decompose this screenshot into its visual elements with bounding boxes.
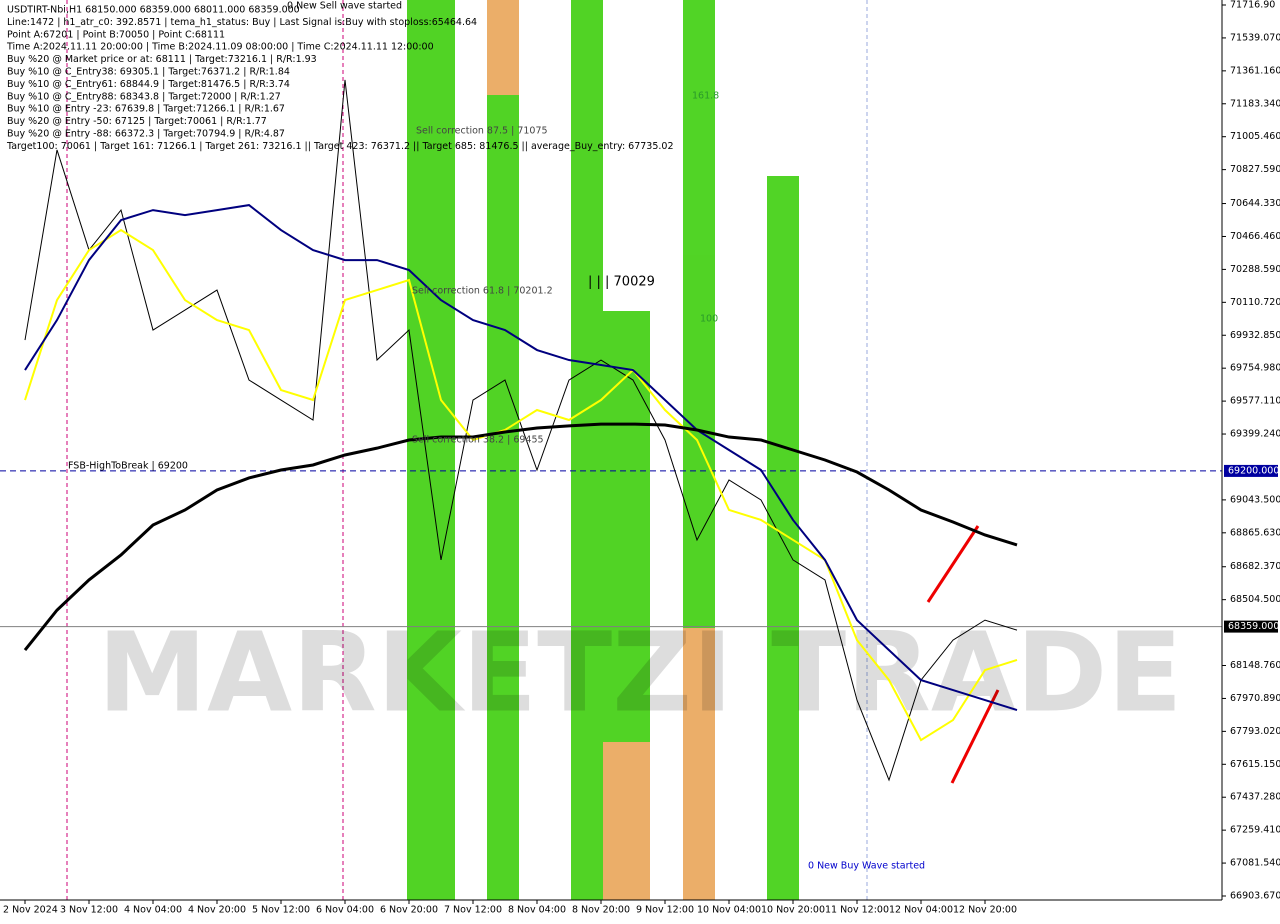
watermark: MARKETZI TRADE <box>97 608 1182 736</box>
y-tick-label: 70644.330 <box>1230 198 1280 209</box>
header-line: Buy %20 @ Market price or at: 68111 | Ta… <box>7 54 317 65</box>
y-tick-label: 70466.460 <box>1230 231 1280 242</box>
x-tick-label: 12 Nov 04:00 <box>889 905 953 916</box>
y-tick-label: 70110.720 <box>1230 297 1280 308</box>
x-tick-label: 11 Nov 12:00 <box>825 905 889 916</box>
x-tick-label: 7 Nov 12:00 <box>444 905 502 916</box>
x-tick-label: 8 Nov 04:00 <box>508 905 566 916</box>
green-zone <box>571 0 603 900</box>
price-series <box>24 79 1018 782</box>
price-tag-label: 68359.000 <box>1228 621 1279 632</box>
green-zone <box>767 176 799 900</box>
y-tick-label: 69577.110 <box>1230 396 1280 407</box>
x-tick-label: 9 Nov 12:00 <box>636 905 694 916</box>
x-tick-label: 3 Nov 12:00 <box>60 905 118 916</box>
y-tick-label: 70288.590 <box>1230 264 1280 275</box>
y-tick-label: 67970.890 <box>1230 693 1280 704</box>
y-tick-label: 71183.340 <box>1230 98 1280 109</box>
x-tick-label: 6 Nov 20:00 <box>380 905 438 916</box>
price-axis-area <box>1222 0 1280 920</box>
header-line: Buy %10 @ C_Entry61: 68844.9 | Target:81… <box>7 79 290 90</box>
y-tick-label: 67793.020 <box>1230 726 1280 737</box>
y-tick-label: 69932.850 <box>1230 330 1280 341</box>
x-tick-label: 5 Nov 12:00 <box>252 905 310 916</box>
price-tag <box>1224 620 1278 633</box>
annotation: FSB-HighToBreak | 69200 <box>68 461 188 472</box>
x-tick-label: 12 Nov 20:00 <box>953 905 1017 916</box>
y-tick-label: 68504.500 <box>1230 594 1280 605</box>
header-line: Buy %10 @ Entry -23: 67639.8 | Target:71… <box>7 104 285 115</box>
y-tick-label: 68865.630 <box>1230 527 1280 538</box>
y-tick-label: 68148.760 <box>1230 660 1280 671</box>
orange-zone <box>603 742 650 900</box>
green-zone <box>487 0 519 900</box>
header-line: Buy %10 @ C_Entry38: 69305.1 | Target:76… <box>7 67 290 78</box>
price-series <box>24 228 1018 742</box>
price-series <box>24 204 1018 712</box>
y-tick-label: 69043.500 <box>1230 494 1280 505</box>
x-tick-label: 4 Nov 04:00 <box>124 905 182 916</box>
annotation: 0 New Sell wave started <box>287 1 402 12</box>
y-tick-label: 69399.240 <box>1230 429 1280 440</box>
y-tick-label: 71005.460 <box>1230 131 1280 142</box>
y-tick-label: 71716.90 <box>1230 0 1275 11</box>
y-tick-label: 70827.590 <box>1230 164 1280 175</box>
y-tick-label: 71539.070 <box>1230 32 1280 43</box>
x-tick-label: 2 Nov 2024 <box>3 905 58 916</box>
header-line: Buy %10 @ C_Entry88: 68343.8 | Target:72… <box>7 91 281 102</box>
annotation: Sell correction 87.5 | 71075 <box>416 126 548 137</box>
annotation: 161.8 <box>692 91 719 102</box>
orange-zone <box>683 628 715 900</box>
annotation: 0 New Buy Wave started <box>808 861 925 872</box>
header-line: Line:1472 | h1_atr_c0: 392.8571 | tema_h… <box>7 17 477 28</box>
price-tag-label: 69200.000 <box>1228 465 1279 476</box>
y-tick-label: 67437.280 <box>1230 792 1280 803</box>
annotation: 100 <box>700 314 718 325</box>
trend-line <box>926 525 980 603</box>
y-tick-label: 66903.670 <box>1230 891 1280 902</box>
header-line: Target100: 70061 | Target 161: 71266.1 |… <box>6 141 674 152</box>
header-line: USDTIRT-Nbi,H1 68150.000 68359.000 68011… <box>7 5 300 16</box>
annotation: Sell correction 61.8 | 70201.2 <box>412 286 553 297</box>
x-tick-label: 8 Nov 20:00 <box>572 905 630 916</box>
indicator-bars <box>407 0 799 900</box>
y-tick-label: 69754.980 <box>1230 363 1280 374</box>
trend-line <box>950 689 1000 784</box>
header-line: Buy %20 @ Entry -50: 67125 | Target:7006… <box>7 116 267 127</box>
header-line: Point A:67201 | Point B:70050 | Point C:… <box>7 29 225 40</box>
x-tick-label: 6 Nov 04:00 <box>316 905 374 916</box>
y-tick-label: 71361.160 <box>1230 65 1280 76</box>
series-layer: MARKETZI TRADE <box>0 79 1222 782</box>
annotation: Sell correction 38.2 | 69455 <box>412 435 544 446</box>
x-tick-label: 10 Nov 20:00 <box>761 905 825 916</box>
orange-zone <box>487 0 519 95</box>
annotation: | | | 70029 <box>588 275 655 290</box>
y-tick-label: 67081.540 <box>1230 858 1280 869</box>
x-tick-label: 4 Nov 20:00 <box>188 905 246 916</box>
green-zone <box>407 0 455 900</box>
price-tag <box>1224 464 1278 477</box>
price-series <box>23 422 1018 652</box>
y-tick-label: 67615.150 <box>1230 759 1280 770</box>
x-tick-label: 10 Nov 04:00 <box>697 905 761 916</box>
header-line: Buy %20 @ Entry -88: 66372.3 | Target:70… <box>7 129 285 140</box>
header-line: Time A:2024.11.11 20:00:00 | Time B:2024… <box>6 42 434 53</box>
y-tick-label: 67259.410 <box>1230 825 1280 836</box>
y-tick-label: 68682.370 <box>1230 561 1280 572</box>
